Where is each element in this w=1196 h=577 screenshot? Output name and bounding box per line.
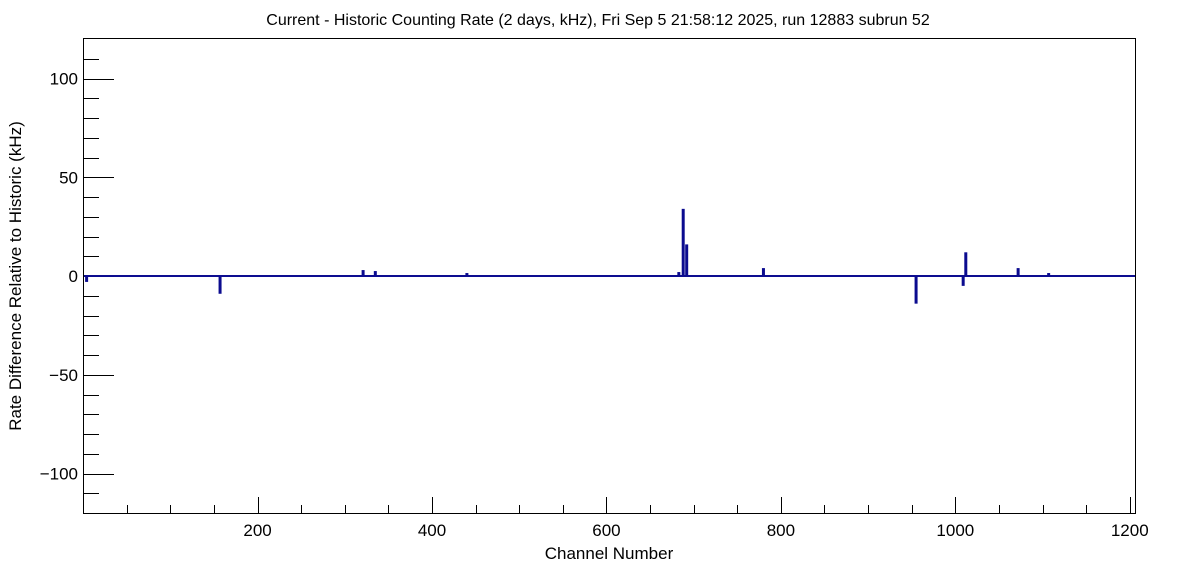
x-tick-label: 600 bbox=[592, 521, 620, 540]
x-axis-label: Channel Number bbox=[545, 544, 674, 563]
x-axis-tick-labels: 200 400 600 800 1000 1200 bbox=[243, 521, 1148, 540]
channel-bar bbox=[677, 272, 681, 276]
y-tick-label: −50 bbox=[49, 366, 78, 385]
y-tick-label: 0 bbox=[69, 267, 78, 286]
x-tick-label: 800 bbox=[767, 521, 795, 540]
plot-frame bbox=[83, 38, 1136, 514]
channel-bar bbox=[373, 271, 377, 276]
channel-bar bbox=[761, 268, 765, 276]
x-tick-label: 400 bbox=[418, 521, 446, 540]
chart-title: Current - Historic Counting Rate (2 days… bbox=[266, 12, 930, 29]
channel-bar bbox=[465, 273, 469, 276]
series-difference bbox=[84, 208, 1135, 304]
x-axis-ticks bbox=[127, 497, 1131, 513]
channel-bar bbox=[1016, 268, 1020, 276]
x-tick-label: 1000 bbox=[936, 521, 974, 540]
y-tick-label: 100 bbox=[50, 70, 78, 89]
channel-bar bbox=[85, 276, 89, 282]
x-tick-label: 1200 bbox=[1111, 521, 1149, 540]
x-tick-label: 200 bbox=[243, 521, 271, 540]
y-tick-label: −100 bbox=[40, 465, 78, 484]
channel-bar bbox=[218, 276, 222, 294]
y-axis-tick-labels: −100 −50 0 50 100 bbox=[40, 70, 78, 484]
y-axis-ticks bbox=[84, 59, 114, 494]
series-baseline bbox=[84, 275, 1135, 277]
channel-bar bbox=[685, 244, 689, 276]
channel-bar bbox=[681, 208, 685, 276]
y-tick-label: 50 bbox=[59, 168, 78, 187]
y-axis-label: Rate Difference Relative to Historic (kH… bbox=[6, 121, 25, 431]
channel-bar bbox=[361, 270, 365, 276]
channel-bar bbox=[964, 252, 968, 276]
channel-bar bbox=[914, 276, 918, 304]
channel-bar bbox=[961, 276, 965, 286]
channel-bar bbox=[1047, 273, 1051, 276]
